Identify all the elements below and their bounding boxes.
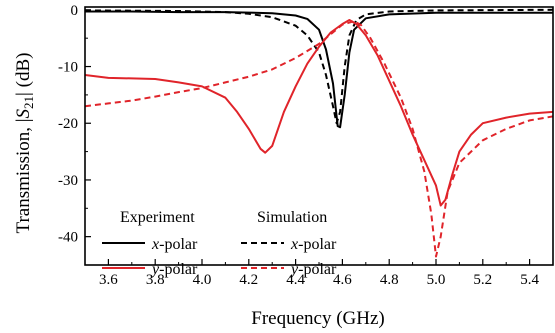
y-tick-label: -10 bbox=[58, 60, 78, 76]
y-tick-label: -40 bbox=[58, 230, 78, 246]
series-experiment-x-polar bbox=[85, 10, 553, 129]
series-experiment-y-polar bbox=[85, 19, 553, 207]
x-axis-label: Frequency (GHz) bbox=[251, 308, 384, 329]
legend-label-sim-x: x-polar bbox=[290, 236, 337, 253]
legend-header-simulation: Simulation bbox=[257, 209, 327, 226]
y-tick-label: 0 bbox=[71, 3, 79, 19]
x-tick-label: 4.6 bbox=[333, 272, 352, 288]
x-tick-label: 3.6 bbox=[99, 272, 118, 288]
legend-label-sim-y: y-polar bbox=[289, 261, 337, 278]
y-axis-label: Transmission, |S21| (dB) bbox=[13, 53, 36, 234]
y-tick-label: -20 bbox=[58, 116, 78, 132]
x-tick-label: 4.8 bbox=[380, 272, 399, 288]
x-tick-label: 5.4 bbox=[520, 272, 539, 288]
legend-label-exp-x: x-polar bbox=[151, 236, 198, 253]
x-tick-label: 4.0 bbox=[193, 272, 212, 288]
x-tick-label: 4.4 bbox=[286, 272, 305, 288]
x-tick-label: 5.2 bbox=[473, 272, 492, 288]
series-simulation-x-polar bbox=[85, 8, 553, 125]
legend-label-exp-y: y-polar bbox=[150, 261, 198, 278]
legend-header-experiment: Experiment bbox=[120, 209, 195, 226]
x-tick-label: 3.8 bbox=[146, 272, 165, 288]
x-tick-label: 5.0 bbox=[427, 272, 446, 288]
x-tick-label: 4.2 bbox=[239, 272, 258, 288]
series-simulation-y-polar bbox=[85, 20, 553, 258]
y-tick-label: -30 bbox=[58, 173, 78, 189]
legend: Experiment Simulation x-polar x-polar y-… bbox=[102, 209, 337, 278]
